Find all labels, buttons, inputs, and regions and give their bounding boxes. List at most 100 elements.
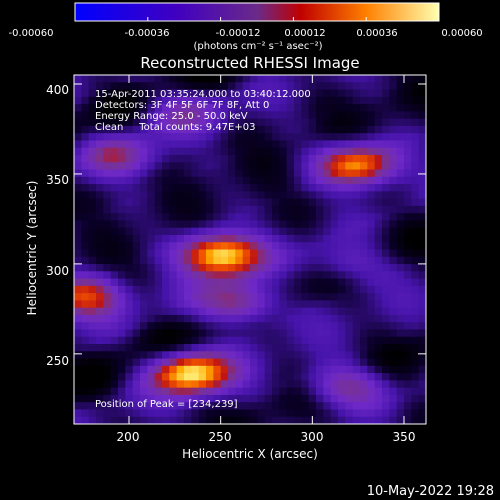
heatmap-cell — [125, 409, 134, 418]
heatmap-cell — [404, 220, 412, 229]
heatmap-cell — [140, 278, 148, 287]
heatmap-cell — [169, 322, 178, 330]
heatmap-cell — [308, 271, 317, 279]
heatmap-cell — [184, 118, 192, 127]
heatmap-cell — [382, 322, 390, 330]
heatmap-cell — [162, 336, 170, 345]
heatmap-cell — [125, 133, 134, 141]
heatmap-cell — [272, 336, 280, 345]
heatmap-cell — [191, 191, 200, 199]
heatmap-cell — [147, 198, 156, 207]
heatmap-cell — [220, 314, 229, 323]
heatmap-cell — [228, 416, 236, 424]
heatmap-cell — [250, 285, 258, 294]
heatmap-cell — [367, 329, 376, 338]
heatmap-cell — [301, 133, 310, 141]
heatmap-cell — [374, 198, 383, 207]
heatmap-cell — [411, 191, 420, 199]
heatmap-cell — [228, 271, 236, 279]
heatmap-cell — [338, 416, 346, 424]
heatmap-cell — [352, 300, 361, 309]
heatmap-cell — [396, 293, 405, 301]
heatmap-cell — [330, 373, 339, 381]
heatmap-cell — [396, 249, 405, 258]
heatmap-cell — [184, 380, 192, 389]
heatmap-cell — [367, 133, 376, 141]
heatmap-cell — [338, 344, 346, 352]
heatmap-cell — [213, 227, 222, 236]
heatmap-cell — [242, 227, 251, 236]
heatmap-cell — [132, 133, 141, 141]
heatmap-cell — [360, 409, 368, 418]
heatmap-cell — [389, 104, 398, 112]
heatmap-cell — [330, 104, 339, 112]
heatmap-cell — [88, 162, 97, 170]
colorbar-unit-label: (photons cm⁻² s⁻¹ asec⁻²) — [193, 41, 322, 52]
heatmap-cell — [250, 96, 258, 105]
heatmap-cell — [316, 322, 324, 330]
heatmap-cell — [411, 104, 420, 112]
heatmap-cell — [418, 314, 426, 323]
heatmap-cell — [110, 365, 119, 374]
heatmap-cell — [176, 300, 185, 309]
heatmap-cell — [228, 293, 236, 301]
heatmap-cell — [360, 140, 368, 149]
heatmap-cell — [213, 75, 222, 83]
heatmap-cell — [404, 387, 412, 396]
heatmap-cell — [308, 256, 317, 265]
heatmap-cell — [345, 140, 354, 149]
heatmap-cell — [162, 169, 170, 178]
heatmap-cell — [323, 409, 332, 418]
heatmap-cell — [74, 82, 82, 90]
heatmap-cell — [367, 220, 376, 229]
heatmap-cell — [228, 82, 236, 90]
heatmap-cell — [162, 191, 170, 199]
heatmap-cell — [88, 227, 97, 236]
heatmap-cell — [162, 125, 170, 134]
heatmap-cell — [198, 358, 207, 367]
heatmap-cell — [338, 96, 346, 105]
heatmap-cell — [367, 198, 376, 207]
heatmap-cell — [140, 205, 148, 214]
heatmap-cell — [184, 344, 192, 352]
heatmap-cell — [169, 249, 178, 258]
heatmap-cell — [228, 314, 236, 323]
heatmap-cell — [257, 118, 266, 127]
heatmap-cell — [279, 220, 288, 229]
heatmap-cell — [206, 147, 214, 156]
heatmap-cell — [389, 373, 398, 381]
heatmap-cell — [294, 147, 302, 156]
heatmap-cell — [118, 147, 126, 156]
heatmap-cell — [132, 213, 141, 221]
heatmap-cell — [308, 184, 317, 192]
heatmap-cell — [206, 285, 214, 294]
heatmap-cell — [257, 351, 266, 359]
heatmap-cell — [374, 169, 383, 178]
heatmap-cell — [286, 409, 295, 418]
heatmap-cell — [345, 387, 354, 396]
heatmap-cell — [272, 147, 280, 156]
heatmap-cell — [110, 82, 119, 90]
heatmap-cell — [191, 278, 200, 287]
heatmap-cell — [338, 365, 346, 374]
heatmap-cell — [132, 198, 141, 207]
heatmap-cell — [345, 416, 354, 424]
heatmap-cell — [235, 329, 244, 338]
heatmap-cell — [360, 147, 368, 156]
heatmap-cell — [198, 387, 207, 396]
heatmap-cell — [110, 271, 119, 279]
heatmap-cell — [316, 191, 324, 199]
heatmap-cell — [88, 358, 97, 367]
heatmap-cell — [330, 314, 339, 323]
heatmap-cell — [308, 293, 317, 301]
heatmap-cell — [198, 402, 207, 410]
heatmap-cell — [257, 336, 266, 345]
heatmap-cell — [264, 82, 273, 90]
heatmap-cell — [74, 278, 82, 287]
heatmap-cell — [147, 75, 156, 83]
heatmap-cell — [286, 387, 295, 396]
heatmap-cell — [81, 380, 90, 389]
heatmap-cell — [257, 111, 266, 120]
heatmap-cell — [125, 300, 134, 309]
heatmap-cell — [316, 111, 324, 120]
